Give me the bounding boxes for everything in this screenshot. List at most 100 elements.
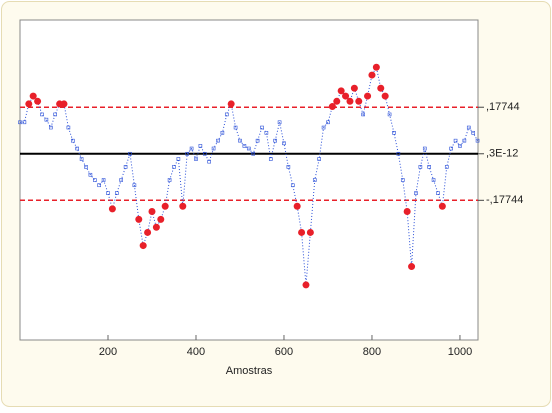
point <box>40 112 44 117</box>
point <box>172 165 176 169</box>
point <box>242 144 247 148</box>
out-of-control-point <box>381 92 389 100</box>
out-of-control-point <box>34 97 42 105</box>
point <box>462 138 467 143</box>
out-of-control-point <box>152 223 160 231</box>
x-tick-label: 400 <box>187 346 205 358</box>
out-of-control-point <box>148 207 156 215</box>
point <box>321 125 326 130</box>
point <box>119 178 123 182</box>
out-of-control-point <box>25 100 33 108</box>
point <box>216 138 220 143</box>
point <box>70 138 75 143</box>
out-of-control-point <box>368 71 376 79</box>
out-of-control-point <box>60 100 68 108</box>
out-of-control-point <box>29 92 37 100</box>
out-of-control-point <box>438 202 446 210</box>
out-of-control-point <box>306 228 314 236</box>
out-of-control-point <box>227 100 235 108</box>
point <box>264 130 269 135</box>
out-of-control-point <box>355 97 363 105</box>
point <box>53 112 57 117</box>
out-of-control-point <box>372 63 380 71</box>
point <box>220 130 225 135</box>
point <box>101 178 106 182</box>
point <box>273 138 277 143</box>
point <box>260 125 264 130</box>
point <box>414 191 418 195</box>
point <box>444 165 449 169</box>
point <box>400 178 405 182</box>
point <box>211 146 216 151</box>
point <box>290 183 295 188</box>
point <box>466 125 471 130</box>
out-of-control-point <box>108 205 116 213</box>
reference-label: ,17744 <box>486 101 520 113</box>
out-of-control-point <box>350 84 358 92</box>
point <box>189 146 194 151</box>
point <box>238 138 242 143</box>
point <box>246 146 251 151</box>
out-of-control-point <box>293 202 301 210</box>
point <box>418 165 423 169</box>
out-of-control-point <box>139 242 147 250</box>
point <box>449 146 453 151</box>
reference-label: -,17744 <box>486 194 523 206</box>
out-of-control-point <box>298 228 306 236</box>
point <box>251 151 255 156</box>
point <box>233 125 238 130</box>
point <box>88 172 93 177</box>
point <box>387 112 392 117</box>
point <box>475 138 480 143</box>
point <box>75 146 79 151</box>
x-tick-label: 1000 <box>448 346 472 358</box>
point <box>277 120 282 125</box>
point <box>48 125 53 130</box>
out-of-control-point <box>333 97 341 105</box>
out-of-control-point <box>408 263 416 271</box>
out-of-control-point <box>144 228 152 236</box>
point <box>84 165 88 169</box>
out-of-control-point <box>337 87 345 95</box>
out-of-control-point <box>342 92 350 100</box>
point <box>92 178 97 182</box>
out-of-control-point <box>179 202 187 210</box>
out-of-control-point <box>135 215 143 223</box>
point <box>18 120 22 125</box>
point <box>396 151 401 156</box>
point <box>132 183 137 188</box>
point <box>453 138 458 143</box>
reference-label: ,3E-12 <box>486 148 518 160</box>
point <box>471 130 475 135</box>
point <box>422 146 427 151</box>
point <box>431 178 436 182</box>
point <box>176 157 181 161</box>
point <box>317 157 321 161</box>
point <box>326 120 330 125</box>
point <box>458 144 462 148</box>
out-of-control-point <box>302 281 310 289</box>
plot-area <box>19 19 479 341</box>
out-of-control-point <box>403 207 411 215</box>
point <box>361 112 365 117</box>
point <box>224 112 229 117</box>
point <box>167 178 172 182</box>
point <box>312 178 317 182</box>
point <box>255 138 260 143</box>
point <box>185 151 189 156</box>
out-of-control-point <box>157 215 165 223</box>
out-of-control-point <box>364 92 372 100</box>
out-of-control-point <box>377 84 385 92</box>
point <box>128 151 132 156</box>
point <box>114 191 119 195</box>
out-of-control-point <box>161 202 169 210</box>
point <box>268 157 273 161</box>
point <box>286 165 291 169</box>
x-tick-label: 200 <box>99 346 117 358</box>
point <box>106 191 110 195</box>
point <box>436 191 440 195</box>
point <box>66 125 71 130</box>
point <box>123 165 128 169</box>
x-tick-label: 600 <box>275 346 293 358</box>
point <box>97 183 101 188</box>
